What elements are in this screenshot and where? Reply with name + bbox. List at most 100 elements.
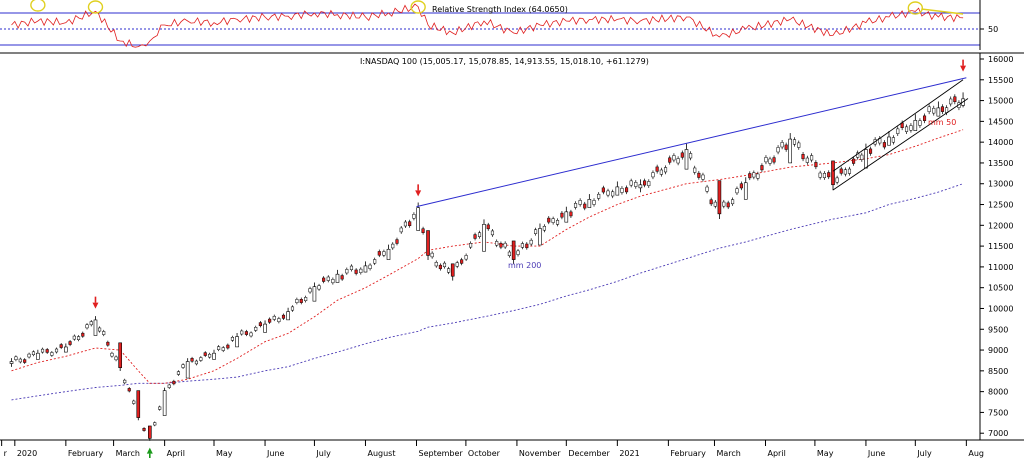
candle-body: [776, 147, 780, 153]
candle-body: [697, 172, 701, 178]
x-tick-label: April: [768, 449, 786, 458]
candle-body: [208, 353, 212, 358]
ma50-label: mm 50: [928, 118, 956, 127]
candle-body: [142, 428, 146, 431]
candle-body: [684, 149, 689, 170]
candle-body: [217, 346, 221, 350]
candle-body: [268, 318, 272, 323]
candle-body: [54, 348, 59, 353]
candle-body: [887, 136, 891, 146]
candle-body: [482, 224, 486, 252]
rsi-label: Relative Strength Index (64.0650): [432, 5, 568, 14]
candle-body: [573, 203, 578, 208]
candle-body: [9, 361, 14, 364]
candle-body: [102, 331, 106, 335]
candle-body: [797, 142, 801, 148]
candle-body: [940, 106, 945, 112]
x-tick-label: February: [68, 449, 104, 458]
candle-body: [647, 181, 651, 187]
candle-body: [254, 327, 258, 331]
candle-body: [447, 268, 451, 273]
candle-body: [768, 158, 772, 164]
candle-body: [651, 172, 655, 178]
candle-body: [331, 279, 335, 284]
candle-body: [221, 347, 225, 351]
candle-body: [244, 331, 248, 335]
x-tick-label: r: [4, 449, 8, 458]
candle-body: [127, 388, 131, 392]
candle-body: [752, 172, 756, 178]
ma50-line: [11, 129, 964, 384]
candle-body: [735, 188, 739, 194]
rsi-tick-label: 50: [988, 25, 998, 34]
candle-body: [709, 199, 713, 205]
candle-body: [801, 154, 805, 160]
y-tick-label: 12000: [988, 221, 1013, 230]
candle-body: [416, 207, 420, 231]
candle-body: [258, 322, 262, 327]
candle-body: [450, 263, 455, 277]
candle-body: [643, 180, 647, 186]
candle-body: [290, 306, 295, 311]
candle-body: [922, 115, 927, 121]
candle-body: [672, 155, 676, 161]
y-tick-label: 9000: [988, 346, 1008, 355]
candle-body: [839, 168, 843, 174]
candle-body: [860, 154, 864, 160]
candle-body: [272, 315, 276, 320]
candle-body: [927, 106, 931, 112]
candle-body: [909, 125, 913, 131]
channel-lower-line: [832, 98, 969, 191]
y-tick-label: 15000: [988, 97, 1013, 106]
rsi-highlight-circle: [907, 1, 924, 15]
candle-body: [918, 120, 922, 126]
candle-body: [597, 193, 601, 199]
candle-body: [194, 360, 199, 365]
candle-body: [780, 142, 784, 148]
candle-body: [810, 155, 814, 161]
candle-body: [172, 380, 176, 385]
y-tick-label: 14000: [988, 138, 1013, 147]
candle-body: [601, 187, 605, 193]
y-tick-label: 11000: [988, 263, 1013, 272]
red-down-arrow: [415, 190, 422, 197]
candle-body: [949, 98, 953, 105]
candle-body: [162, 390, 167, 416]
candle-body: [668, 157, 672, 163]
x-tick-label: 2020: [17, 449, 37, 458]
candle-body: [249, 332, 253, 337]
candle-body: [14, 356, 18, 360]
resistance-trendline: [416, 77, 967, 208]
candle-body: [606, 190, 610, 196]
candle-body: [190, 358, 194, 362]
candle-body: [882, 142, 886, 148]
x-tick-label: December: [568, 449, 610, 458]
candle-body: [455, 262, 459, 267]
rsi-panel: Relative Strength Index (64.0650) 50: [0, 0, 998, 50]
x-tick-label: July: [916, 449, 932, 458]
candle-body: [477, 232, 482, 237]
candle-body: [529, 239, 533, 245]
y-tick-label: 12500: [988, 201, 1013, 210]
candle-body: [386, 248, 391, 260]
candle-body: [511, 240, 516, 260]
rsi-ticks: 50: [980, 25, 998, 34]
x-tick-label: March: [716, 449, 740, 458]
green-up-arrow: [146, 447, 153, 454]
candle-body: [486, 224, 490, 230]
candle-body: [680, 152, 684, 158]
x-tick-label: November: [519, 449, 561, 458]
candle-body: [408, 221, 412, 226]
candle-body: [891, 137, 895, 143]
candle-body: [534, 229, 538, 234]
candle-body: [399, 227, 403, 233]
x-tick-label: 2021: [619, 449, 639, 458]
candle-body: [831, 160, 835, 186]
ma200-line: [11, 183, 964, 401]
candle-body: [59, 344, 63, 348]
red-down-arrow: [960, 65, 967, 72]
candle-body: [263, 323, 267, 333]
y-tick-label: 9500: [988, 325, 1008, 334]
